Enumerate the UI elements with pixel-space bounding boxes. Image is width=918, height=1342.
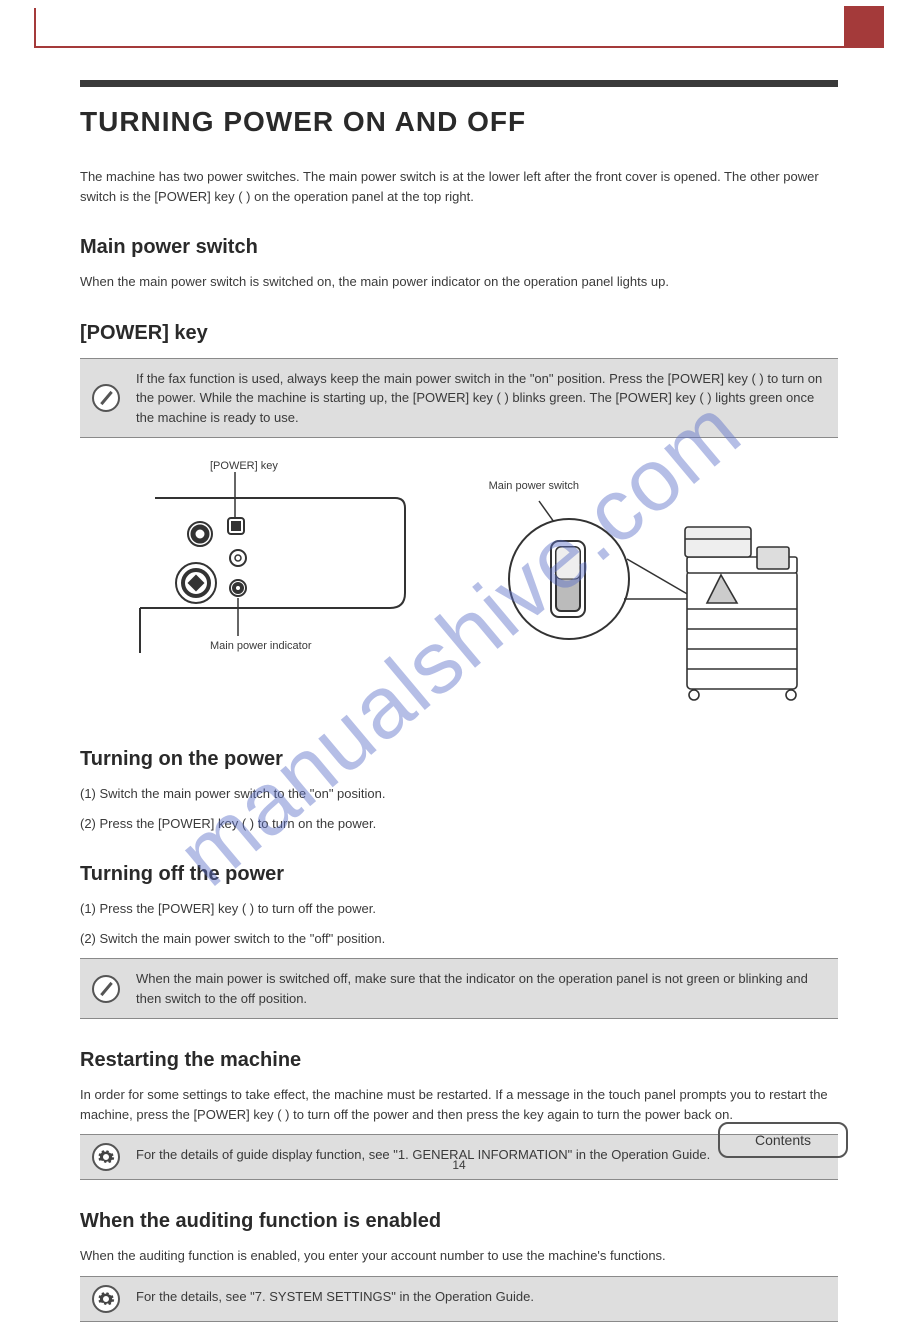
header-stripe bbox=[34, 8, 884, 48]
figure-row: [POWER] key bbox=[80, 458, 838, 714]
pencil-icon bbox=[92, 384, 120, 412]
turning-off-line1: (1) Press the [POWER] key ( ) to turn of… bbox=[80, 899, 838, 919]
gear-icon bbox=[92, 1143, 120, 1171]
page-title: TURNING POWER ON AND OFF bbox=[80, 101, 838, 143]
turning-off-heading: Turning off the power bbox=[80, 859, 838, 889]
note-fax-text: If the fax function is used, always keep… bbox=[136, 371, 822, 425]
restart-text: In order for some settings to take effec… bbox=[80, 1085, 838, 1124]
panel-figure: [POWER] key bbox=[80, 458, 459, 653]
turning-on-line2: (2) Press the [POWER] key ( ) to turn on… bbox=[80, 814, 838, 834]
turning-on-line1: (1) Switch the main power switch to the … bbox=[80, 784, 838, 804]
label-main-indicator: Main power indicator bbox=[210, 638, 312, 655]
main-switch-heading: Main power switch bbox=[80, 232, 838, 262]
turning-off-line2: (2) Switch the main power switch to the … bbox=[80, 929, 838, 949]
gear-icon bbox=[92, 1285, 120, 1313]
turning-on-heading: Turning on the power bbox=[80, 744, 838, 774]
contents-button[interactable]: Contents bbox=[718, 1122, 848, 1158]
power-key-heading: [POWER] key bbox=[80, 318, 838, 348]
title-rule bbox=[80, 80, 838, 87]
note-fax: If the fax function is used, always keep… bbox=[80, 358, 838, 439]
audit-text: When the auditing function is enabled, y… bbox=[80, 1246, 838, 1266]
note-main-off-text: When the main power is switched off, mak… bbox=[136, 971, 808, 1006]
restart-heading: Restarting the machine bbox=[80, 1045, 838, 1075]
main-switch-text: When the main power switch is switched o… bbox=[80, 272, 838, 292]
audit-heading: When the auditing function is enabled bbox=[80, 1206, 838, 1236]
pencil-icon bbox=[92, 975, 120, 1003]
label-main-switch: Main power switch bbox=[489, 478, 838, 495]
note-main-off: When the main power is switched off, mak… bbox=[80, 958, 838, 1019]
panel-svg bbox=[80, 458, 410, 653]
note-guide-text: For the details of guide display functio… bbox=[136, 1147, 710, 1162]
intro-text: The machine has two power switches. The … bbox=[80, 167, 838, 206]
note-sys: For the details, see "7. SYSTEM SETTINGS… bbox=[80, 1276, 838, 1322]
page-number: 14 bbox=[452, 1156, 465, 1174]
machine-figure: Main power switch bbox=[489, 458, 838, 714]
machine-svg bbox=[489, 499, 829, 709]
note-sys-text: For the details, see "7. SYSTEM SETTINGS… bbox=[136, 1289, 534, 1304]
header-corner bbox=[844, 6, 884, 46]
